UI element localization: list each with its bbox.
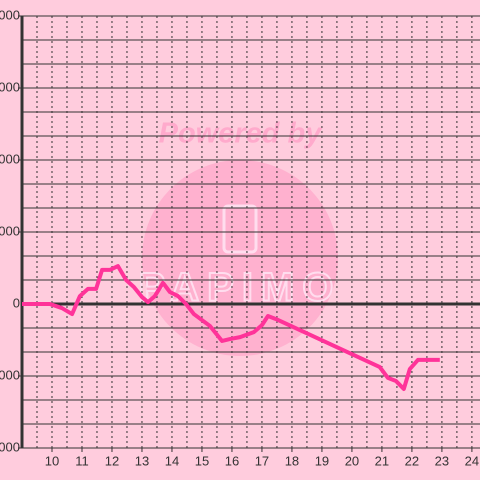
x-tick-label: 13 bbox=[135, 453, 149, 468]
y-tick-label: 0 bbox=[13, 295, 20, 310]
watermark-circle bbox=[142, 160, 338, 356]
x-tick-label: 16 bbox=[225, 453, 239, 468]
watermark-text: Powered by bbox=[159, 118, 324, 150]
x-tick-label: 10 bbox=[45, 453, 59, 468]
x-tick-label: 20 bbox=[345, 453, 359, 468]
x-tick-label: 18 bbox=[285, 453, 299, 468]
x-tick-label: 17 bbox=[255, 453, 269, 468]
x-tick-label: 19 bbox=[315, 453, 329, 468]
x-tick-label: 22 bbox=[405, 453, 419, 468]
x-tick-label: 24 bbox=[465, 453, 479, 468]
y-tick-label: -3,000 bbox=[0, 367, 20, 382]
y-tick-label: 12,000 bbox=[0, 7, 20, 22]
y-tick-label: 6,000 bbox=[0, 151, 20, 166]
x-tick-label: 15 bbox=[195, 453, 209, 468]
y-tick-label: 9,000 bbox=[0, 79, 20, 94]
x-tick-label: 12 bbox=[105, 453, 119, 468]
x-tick-label: 21 bbox=[375, 453, 389, 468]
x-tick-label: 14 bbox=[165, 453, 179, 468]
data-line bbox=[22, 264, 440, 391]
y-tick-label: -6,000 bbox=[0, 439, 20, 454]
watermark-icon bbox=[222, 204, 258, 254]
x-tick-label: 11 bbox=[75, 453, 89, 468]
x-tick-label: 23 bbox=[435, 453, 449, 468]
y-tick-label: 3,000 bbox=[0, 223, 20, 238]
